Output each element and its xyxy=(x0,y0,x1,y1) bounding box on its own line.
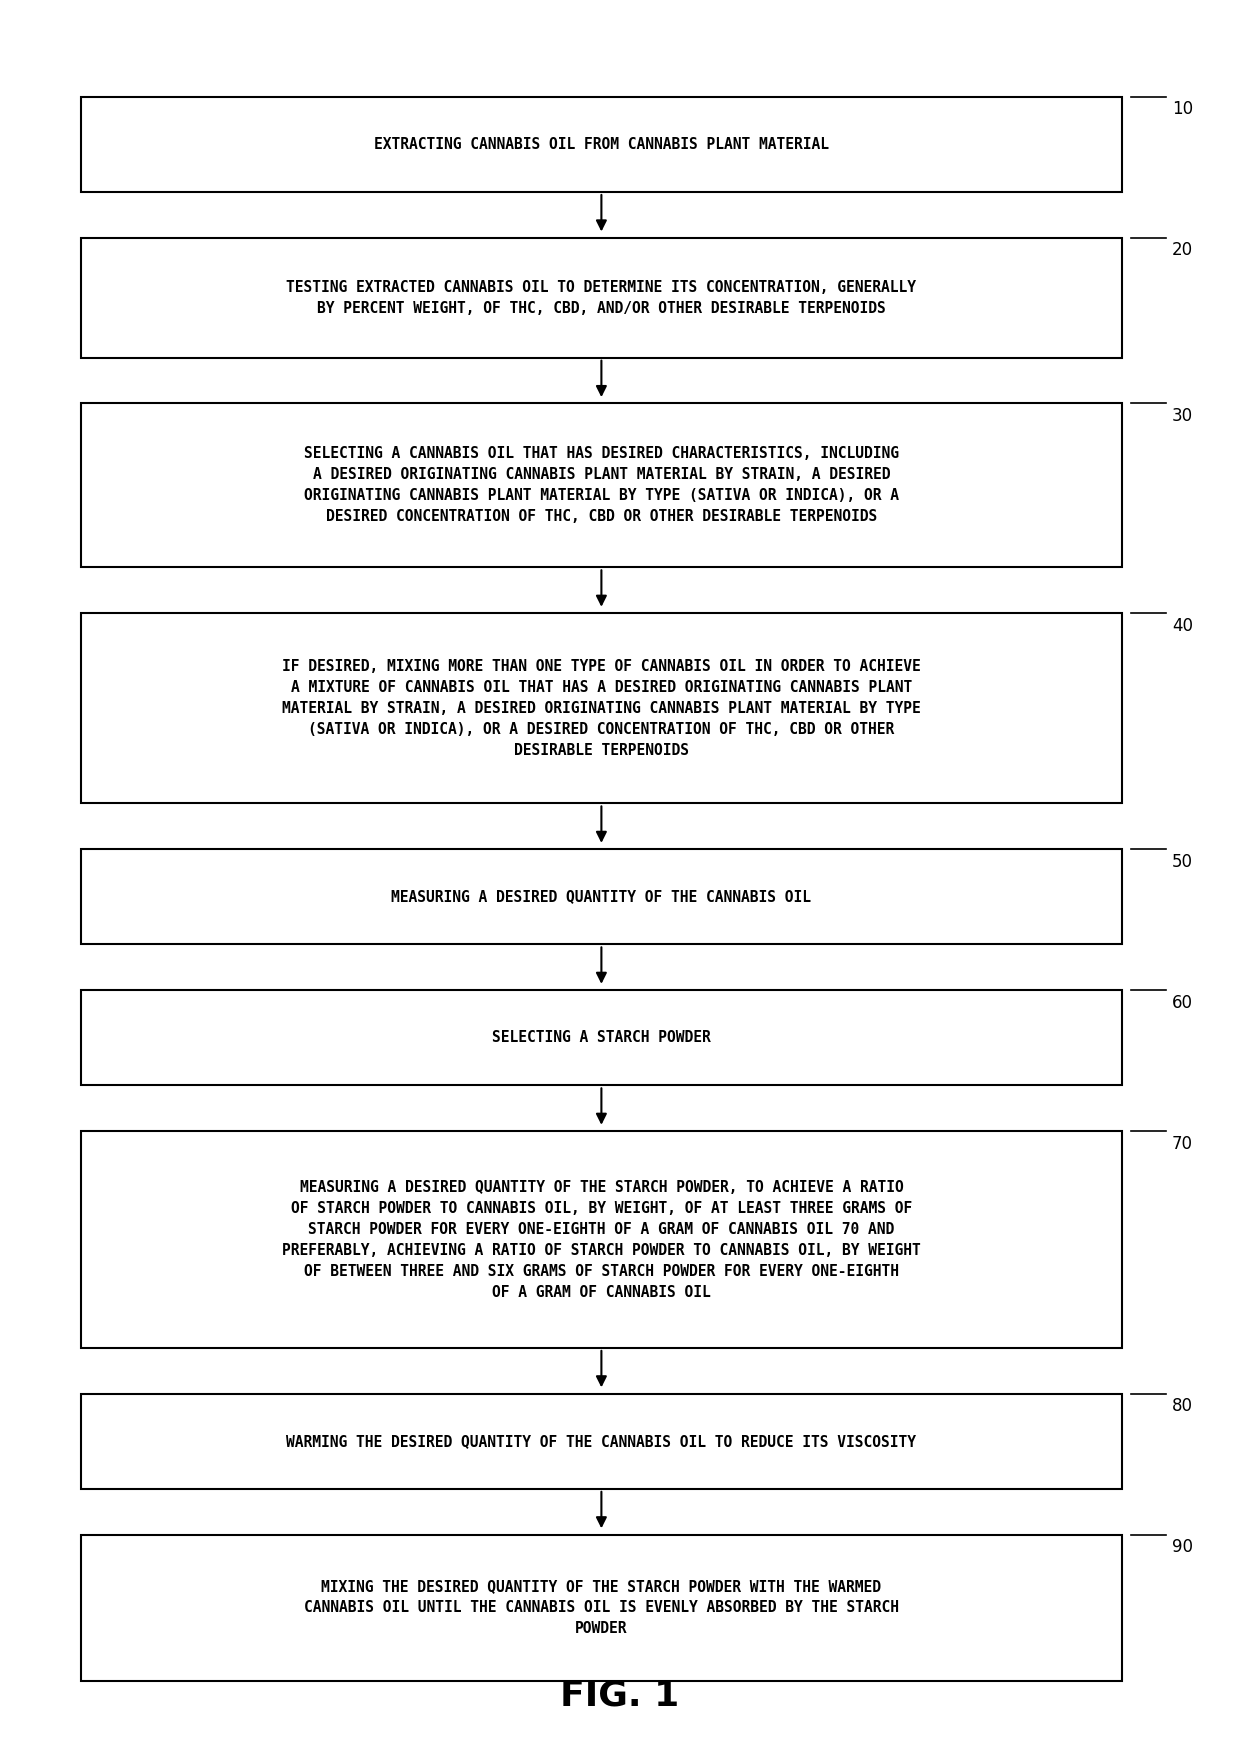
Text: 30: 30 xyxy=(1172,407,1193,425)
FancyBboxPatch shape xyxy=(81,97,1122,192)
FancyBboxPatch shape xyxy=(81,990,1122,1085)
Text: FIG. 1: FIG. 1 xyxy=(560,1677,680,1713)
Text: SELECTING A CANNABIS OIL THAT HAS DESIRED CHARACTERISTICS, INCLUDING
A DESIRED O: SELECTING A CANNABIS OIL THAT HAS DESIRE… xyxy=(304,446,899,525)
FancyBboxPatch shape xyxy=(81,403,1122,567)
Text: TESTING EXTRACTED CANNABIS OIL TO DETERMINE ITS CONCENTRATION, GENERALLY
BY PERC: TESTING EXTRACTED CANNABIS OIL TO DETERM… xyxy=(286,280,916,315)
Text: 20: 20 xyxy=(1172,241,1193,259)
Text: WARMING THE DESIRED QUANTITY OF THE CANNABIS OIL TO REDUCE ITS VISCOSITY: WARMING THE DESIRED QUANTITY OF THE CANN… xyxy=(286,1434,916,1448)
Text: 60: 60 xyxy=(1172,994,1193,1011)
FancyBboxPatch shape xyxy=(81,1131,1122,1348)
FancyBboxPatch shape xyxy=(81,1394,1122,1489)
Text: 90: 90 xyxy=(1172,1538,1193,1556)
Text: MEASURING A DESIRED QUANTITY OF THE STARCH POWDER, TO ACHIEVE A RATIO
OF STARCH : MEASURING A DESIRED QUANTITY OF THE STAR… xyxy=(281,1179,921,1300)
FancyBboxPatch shape xyxy=(81,613,1122,803)
Text: 80: 80 xyxy=(1172,1397,1193,1415)
FancyBboxPatch shape xyxy=(81,849,1122,944)
Text: 70: 70 xyxy=(1172,1135,1193,1152)
Text: MEASURING A DESIRED QUANTITY OF THE CANNABIS OIL: MEASURING A DESIRED QUANTITY OF THE CANN… xyxy=(392,890,811,904)
Text: IF DESIRED, MIXING MORE THAN ONE TYPE OF CANNABIS OIL IN ORDER TO ACHIEVE
A MIXT: IF DESIRED, MIXING MORE THAN ONE TYPE OF… xyxy=(281,659,921,758)
Text: SELECTING A STARCH POWDER: SELECTING A STARCH POWDER xyxy=(492,1031,711,1045)
Text: 10: 10 xyxy=(1172,100,1193,118)
Text: 40: 40 xyxy=(1172,617,1193,634)
FancyBboxPatch shape xyxy=(81,238,1122,358)
Text: EXTRACTING CANNABIS OIL FROM CANNABIS PLANT MATERIAL: EXTRACTING CANNABIS OIL FROM CANNABIS PL… xyxy=(374,137,828,152)
Text: 50: 50 xyxy=(1172,853,1193,870)
FancyBboxPatch shape xyxy=(81,1535,1122,1681)
Text: MIXING THE DESIRED QUANTITY OF THE STARCH POWDER WITH THE WARMED
CANNABIS OIL UN: MIXING THE DESIRED QUANTITY OF THE STARC… xyxy=(304,1579,899,1637)
